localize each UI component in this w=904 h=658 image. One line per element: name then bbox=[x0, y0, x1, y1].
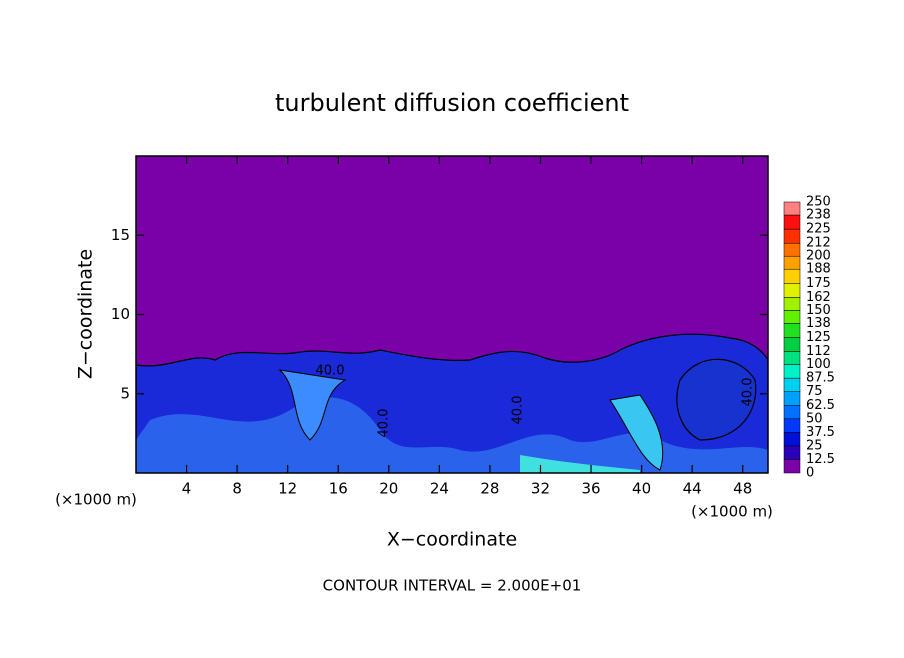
colorbar-label: 125 bbox=[806, 330, 831, 345]
y-axis-label: Z−coordinate bbox=[75, 249, 97, 379]
field-region bbox=[676, 358, 757, 441]
contour-label: 40.0 bbox=[316, 364, 345, 379]
x-tick-label: 28 bbox=[480, 480, 499, 498]
x-unit-label: (×1000 m) bbox=[691, 503, 773, 521]
colorbar-segment bbox=[783, 364, 801, 379]
colorbar-segment bbox=[783, 201, 801, 216]
colorbar-segment bbox=[783, 391, 801, 406]
colorbar-label: 25 bbox=[806, 438, 823, 453]
colorbar-label: 238 bbox=[806, 208, 831, 223]
x-tick-label: 4 bbox=[182, 480, 192, 498]
colorbar-label: 150 bbox=[806, 303, 831, 318]
colorbar-label: 100 bbox=[806, 357, 831, 372]
colorbar-segment bbox=[783, 337, 801, 352]
colorbar-segment bbox=[783, 377, 801, 392]
colorbar-segment bbox=[783, 432, 801, 447]
footnote: CONTOUR INTERVAL = 2.000E+01 bbox=[323, 577, 582, 595]
colorbar-label: 50 bbox=[806, 411, 823, 426]
colorbar-label: 225 bbox=[806, 222, 831, 237]
contour-label: 40.0 bbox=[511, 396, 526, 425]
colorbar-label: 0 bbox=[806, 466, 814, 481]
y-tick-label: 5 bbox=[120, 384, 130, 402]
x-axis-label: X−coordinate bbox=[387, 529, 517, 551]
colorbar-segment bbox=[783, 283, 801, 298]
contour-label: 40.0 bbox=[377, 409, 392, 438]
y-tick-label: 10 bbox=[111, 305, 130, 323]
x-tick-label: 16 bbox=[329, 480, 348, 498]
y-tick-label: 15 bbox=[111, 226, 130, 244]
colorbar-segment bbox=[783, 418, 801, 433]
x-tick-label: 20 bbox=[379, 480, 398, 498]
x-tick-label: 40 bbox=[632, 480, 651, 498]
colorbar-segment bbox=[783, 405, 801, 420]
colorbar-label: 75 bbox=[806, 384, 823, 399]
colorbar-segment bbox=[783, 228, 801, 244]
colorbar-segment bbox=[783, 255, 801, 270]
colorbar-segment bbox=[783, 459, 801, 474]
field-region bbox=[278, 369, 347, 441]
colorbar-label: 188 bbox=[806, 262, 831, 277]
colorbar-label: 37.5 bbox=[806, 425, 835, 440]
x-tick-label: 24 bbox=[430, 480, 449, 498]
colorbar-segment bbox=[783, 351, 801, 365]
x-tick-label: 8 bbox=[232, 480, 242, 498]
colorbar-segment bbox=[783, 268, 801, 284]
colorbar-segment bbox=[783, 323, 801, 338]
colorbar-label: 112 bbox=[806, 344, 831, 359]
colorbar-label: 87.5 bbox=[806, 371, 835, 386]
colorbar-label: 138 bbox=[806, 316, 831, 331]
colorbar-label: 175 bbox=[806, 276, 831, 291]
x-tick-label: 48 bbox=[733, 480, 752, 498]
colorbar-label: 250 bbox=[806, 195, 831, 210]
colorbar-segment bbox=[783, 242, 801, 257]
field-region bbox=[609, 394, 664, 471]
x-tick-label: 36 bbox=[581, 480, 600, 498]
colorbar-label: 12.5 bbox=[806, 452, 835, 467]
colorbar-label: 212 bbox=[806, 236, 831, 251]
field-region bbox=[520, 455, 640, 473]
colorbar-segment bbox=[783, 445, 801, 460]
x-unit-label: (×1000 m) bbox=[55, 491, 137, 509]
field-region bbox=[136, 397, 768, 473]
contour-label: 40.0 bbox=[741, 378, 756, 407]
x-tick-label: 44 bbox=[683, 480, 702, 498]
field bbox=[136, 333, 768, 473]
colorbar-segment bbox=[783, 310, 801, 324]
colorbar-segment bbox=[783, 214, 801, 230]
x-tick-label: 32 bbox=[531, 480, 550, 498]
colorbar-label: 62.5 bbox=[806, 398, 835, 413]
chart-title: turbulent diffusion coefficient bbox=[275, 89, 629, 117]
colorbar-label: 200 bbox=[806, 249, 831, 264]
x-tick-label: 12 bbox=[278, 480, 297, 498]
colorbar-segment bbox=[783, 297, 801, 311]
colorbar-label: 162 bbox=[806, 290, 831, 305]
